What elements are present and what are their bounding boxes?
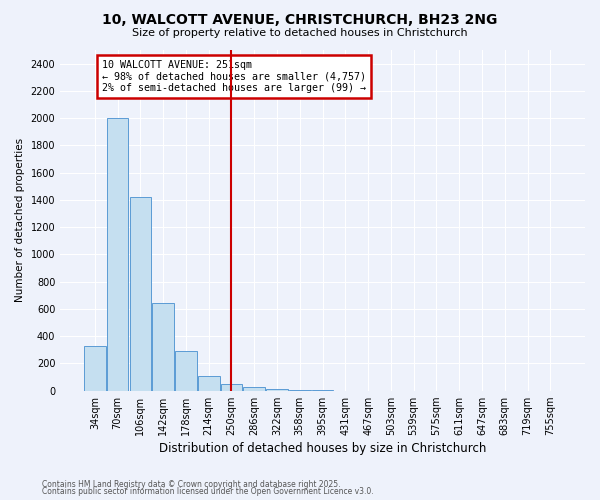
Bar (244, 386, 265, 390)
Bar (198, 376, 220, 390)
Bar (84, 346, 106, 391)
Text: Contains public sector information licensed under the Open Government Licence v3: Contains public sector information licen… (42, 488, 374, 496)
Bar (175, 351, 197, 391)
Text: 10 WALCOTT AVENUE: 251sqm
← 98% of detached houses are smaller (4,757)
2% of sem: 10 WALCOTT AVENUE: 251sqm ← 98% of detac… (101, 60, 365, 92)
Y-axis label: Number of detached properties: Number of detached properties (15, 138, 25, 302)
Bar (130, 197, 151, 390)
Bar (266, 388, 288, 390)
Bar (152, 304, 174, 390)
Text: Contains HM Land Registry data © Crown copyright and database right 2025.: Contains HM Land Registry data © Crown c… (42, 480, 341, 489)
X-axis label: Distribution of detached houses by size in Christchurch: Distribution of detached houses by size … (159, 442, 486, 455)
Bar (107, 118, 128, 390)
Text: Size of property relative to detached houses in Christchurch: Size of property relative to detached ho… (132, 28, 468, 38)
Text: 10, WALCOTT AVENUE, CHRISTCHURCH, BH23 2NG: 10, WALCOTT AVENUE, CHRISTCHURCH, BH23 2… (103, 12, 497, 26)
Bar (221, 384, 242, 390)
